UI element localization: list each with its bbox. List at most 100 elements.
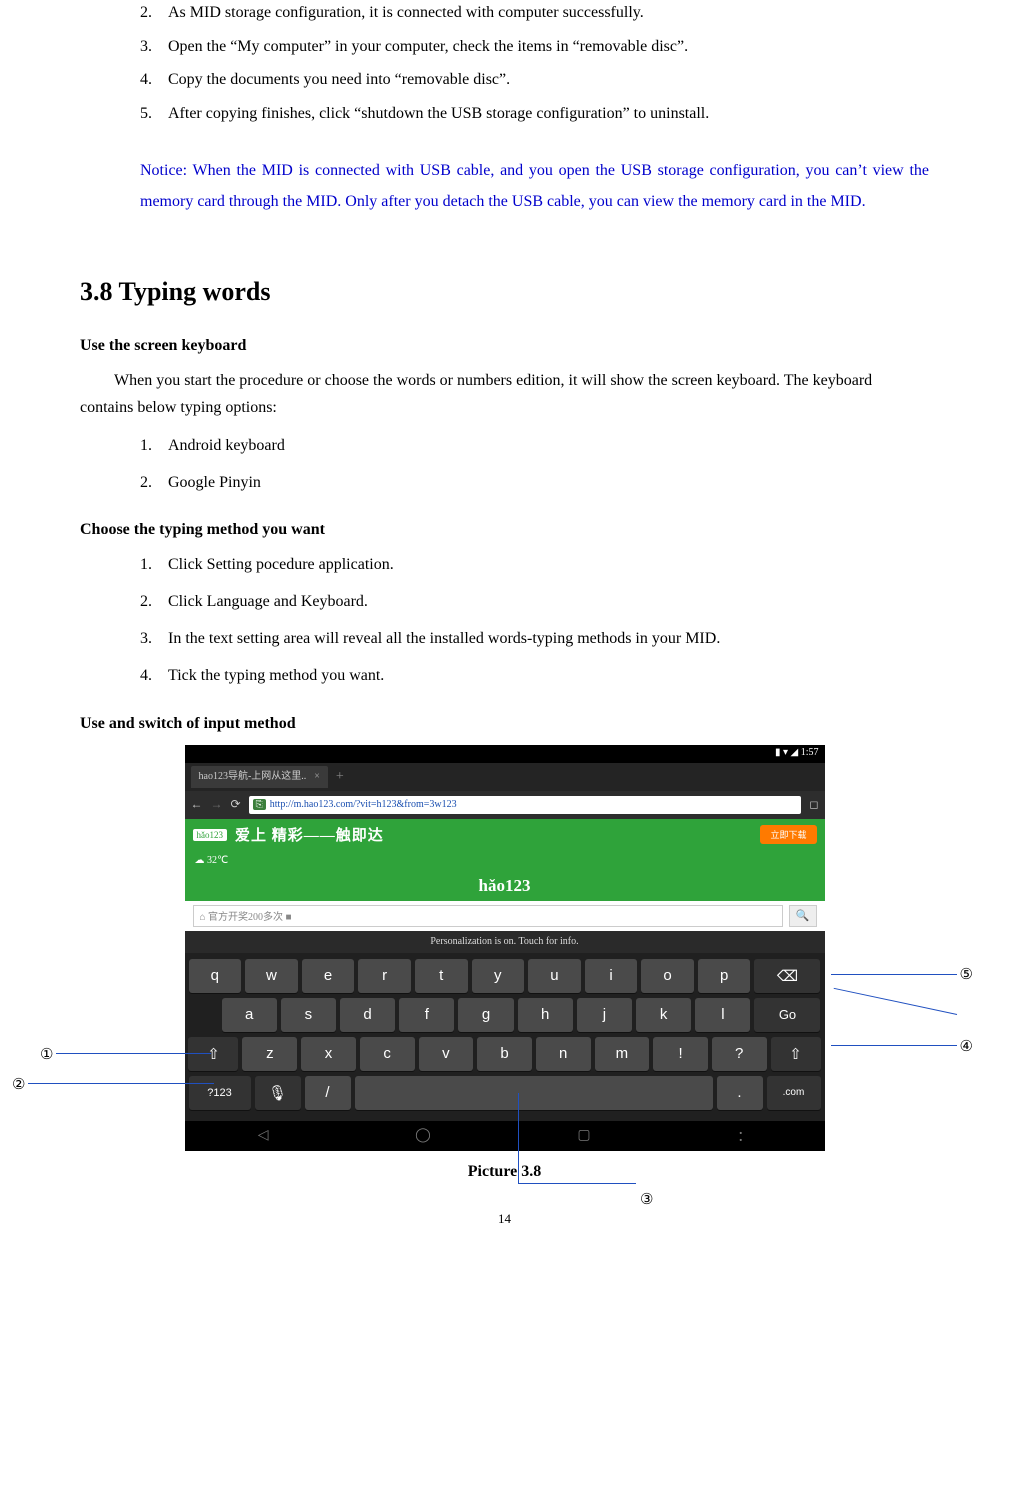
banner-text: 爱上 精彩——触即达 <box>235 824 384 845</box>
list-item: 2.Google Pinyin <box>140 469 929 496</box>
url-text: http://m.hao123.com/?vit=h123&from=3w123 <box>270 799 457 810</box>
list-item: 1.Android keyboard <box>140 432 929 459</box>
list-item: 3.In the text setting area will reveal a… <box>140 625 929 652</box>
subheading-choose-method: Choose the typing method you want <box>80 521 929 539</box>
figure-wrap: ▮ ▾ ◢ 1:57 hao123导航-上网从这里.. × + ← → ⟳ ⎘ … <box>80 745 929 1151</box>
nav-back-icon[interactable]: ◁ <box>258 1127 269 1144</box>
mic-icon: 🎙 <box>268 1084 287 1102</box>
forward-icon[interactable]: → <box>211 797 223 812</box>
key-backspace[interactable]: ⌫ <box>754 959 820 993</box>
reload-icon[interactable]: ⟳ <box>231 797 241 812</box>
android-screenshot: ▮ ▾ ◢ 1:57 hao123导航-上网从这里.. × + ← → ⟳ ⎘ … <box>185 745 825 1151</box>
key-z[interactable]: z <box>242 1037 297 1071</box>
key-k[interactable]: k <box>636 998 691 1032</box>
usb-steps-list: 2.As MID storage configuration, it is co… <box>140 0 929 126</box>
key-period[interactable]: . <box>717 1076 763 1110</box>
new-tab-button[interactable]: + <box>336 769 344 785</box>
key-p[interactable]: p <box>698 959 751 993</box>
tab-title: hao123导航-上网从这里.. <box>199 766 307 788</box>
keyboard-row-1: q w e r t y u i o p ⌫ <box>189 959 821 993</box>
callout-2: ② <box>12 1075 25 1093</box>
subheading-use-keyboard: Use the screen keyboard <box>80 337 929 355</box>
nav-home-icon[interactable]: ◯ <box>415 1127 431 1144</box>
list-item: 2.As MID storage configuration, it is co… <box>140 0 929 26</box>
browser-tab[interactable]: hao123导航-上网从这里.. × <box>191 766 328 788</box>
site-header: hǎo123 <box>185 871 825 901</box>
list-item: 2.Click Language and Keyboard. <box>140 588 929 615</box>
key-l[interactable]: l <box>695 998 750 1032</box>
key-h[interactable]: h <box>518 998 573 1032</box>
browser-tabs-bar[interactable]: hao123导航-上网从这里.. × + <box>185 763 825 791</box>
notice-text: Notice: When the MID is connected with U… <box>140 156 929 217</box>
promo-banner[interactable]: hǎo123 爱上 精彩——触即达 立即下载 <box>185 819 825 851</box>
callout-5: ⑤ <box>960 965 973 983</box>
search-row: ⌂ 官方开奖200多次 ■ 🔍 <box>185 901 825 931</box>
key-x[interactable]: x <box>301 1037 356 1071</box>
key-j[interactable]: j <box>577 998 632 1032</box>
nav-recent-icon[interactable]: ▢ <box>577 1127 590 1144</box>
key-n[interactable]: n <box>536 1037 591 1071</box>
keyboard-row-4: ?123 🎙 / . .com <box>189 1076 821 1110</box>
weather-bar: ☁ 32℃ <box>185 851 825 871</box>
callout-line <box>518 1183 636 1184</box>
callout-line <box>831 974 957 975</box>
search-button[interactable]: 🔍 <box>789 905 817 927</box>
close-icon[interactable]: × <box>314 766 320 788</box>
key-s[interactable]: s <box>281 998 336 1032</box>
status-time: ▮ ▾ ◢ 1:57 <box>775 747 819 758</box>
list-item: 3.Open the “My computer” in your compute… <box>140 34 929 60</box>
url-input[interactable]: ⎘ http://m.hao123.com/?vit=h123&from=3w1… <box>249 796 802 814</box>
key-d[interactable]: d <box>340 998 395 1032</box>
key-g[interactable]: g <box>458 998 513 1032</box>
android-navbar: ◁ ◯ ▢ ： <box>185 1121 825 1151</box>
onscreen-keyboard: q w e r t y u i o p ⌫ a s d f <box>185 953 825 1121</box>
bookmark-icon[interactable]: ◻ <box>809 798 818 811</box>
key-e[interactable]: e <box>302 959 355 993</box>
key-dotcom[interactable]: .com <box>767 1076 821 1110</box>
key-space[interactable] <box>355 1076 713 1110</box>
method-steps-list: 1.Click Setting pocedure application. 2.… <box>140 551 929 690</box>
key-a[interactable]: a <box>222 998 277 1032</box>
key-b[interactable]: b <box>477 1037 532 1071</box>
keyboard-row-2: a s d f g h j k l Go <box>189 998 821 1032</box>
section-heading: 3.8 Typing words <box>80 277 929 307</box>
key-r[interactable]: r <box>358 959 411 993</box>
figure-caption: Picture 3.8 <box>80 1163 929 1181</box>
callout-line <box>834 987 957 1014</box>
key-q[interactable]: q <box>189 959 242 993</box>
lock-icon: ⎘ <box>253 799 266 810</box>
key-slash[interactable]: / <box>305 1076 351 1110</box>
key-i[interactable]: i <box>585 959 638 993</box>
download-button[interactable]: 立即下载 <box>760 825 816 844</box>
search-input[interactable]: ⌂ 官方开奖200多次 ■ <box>193 905 783 927</box>
key-mic[interactable]: 🎙 <box>255 1076 301 1110</box>
key-o[interactable]: o <box>641 959 694 993</box>
key-t[interactable]: t <box>415 959 468 993</box>
personalization-bar[interactable]: Personalization is on. Touch for info. <box>185 931 825 953</box>
callout-1: ① <box>40 1045 53 1063</box>
key-mode-switch[interactable]: ?123 <box>189 1076 251 1110</box>
keyboard-options-list: 1.Android keyboard 2.Google Pinyin <box>140 432 929 496</box>
keyboard-row-3: ⇧ z x c v b n m ! ? ⇧ <box>189 1037 821 1071</box>
callout-line <box>518 1093 519 1183</box>
key-y[interactable]: y <box>472 959 525 993</box>
key-exclaim[interactable]: ! <box>653 1037 708 1071</box>
key-go[interactable]: Go <box>754 998 820 1032</box>
subheading-use-switch: Use and switch of input method <box>80 715 929 733</box>
key-u[interactable]: u <box>528 959 581 993</box>
key-c[interactable]: c <box>360 1037 415 1071</box>
key-shift-right[interactable]: ⇧ <box>771 1037 821 1071</box>
callout-line <box>28 1083 214 1084</box>
callout-line <box>56 1053 211 1054</box>
key-f[interactable]: f <box>399 998 454 1032</box>
back-icon[interactable]: ← <box>191 797 203 812</box>
key-shift-left[interactable]: ⇧ <box>188 1037 238 1071</box>
callout-line <box>831 1045 957 1046</box>
nav-menu-icon[interactable]: ： <box>737 1126 751 1146</box>
key-v[interactable]: v <box>419 1037 474 1071</box>
callout-3: ③ <box>640 1190 653 1208</box>
key-m[interactable]: m <box>595 1037 650 1071</box>
callout-4: ④ <box>960 1037 973 1055</box>
key-w[interactable]: w <box>245 959 298 993</box>
key-question[interactable]: ? <box>712 1037 767 1071</box>
